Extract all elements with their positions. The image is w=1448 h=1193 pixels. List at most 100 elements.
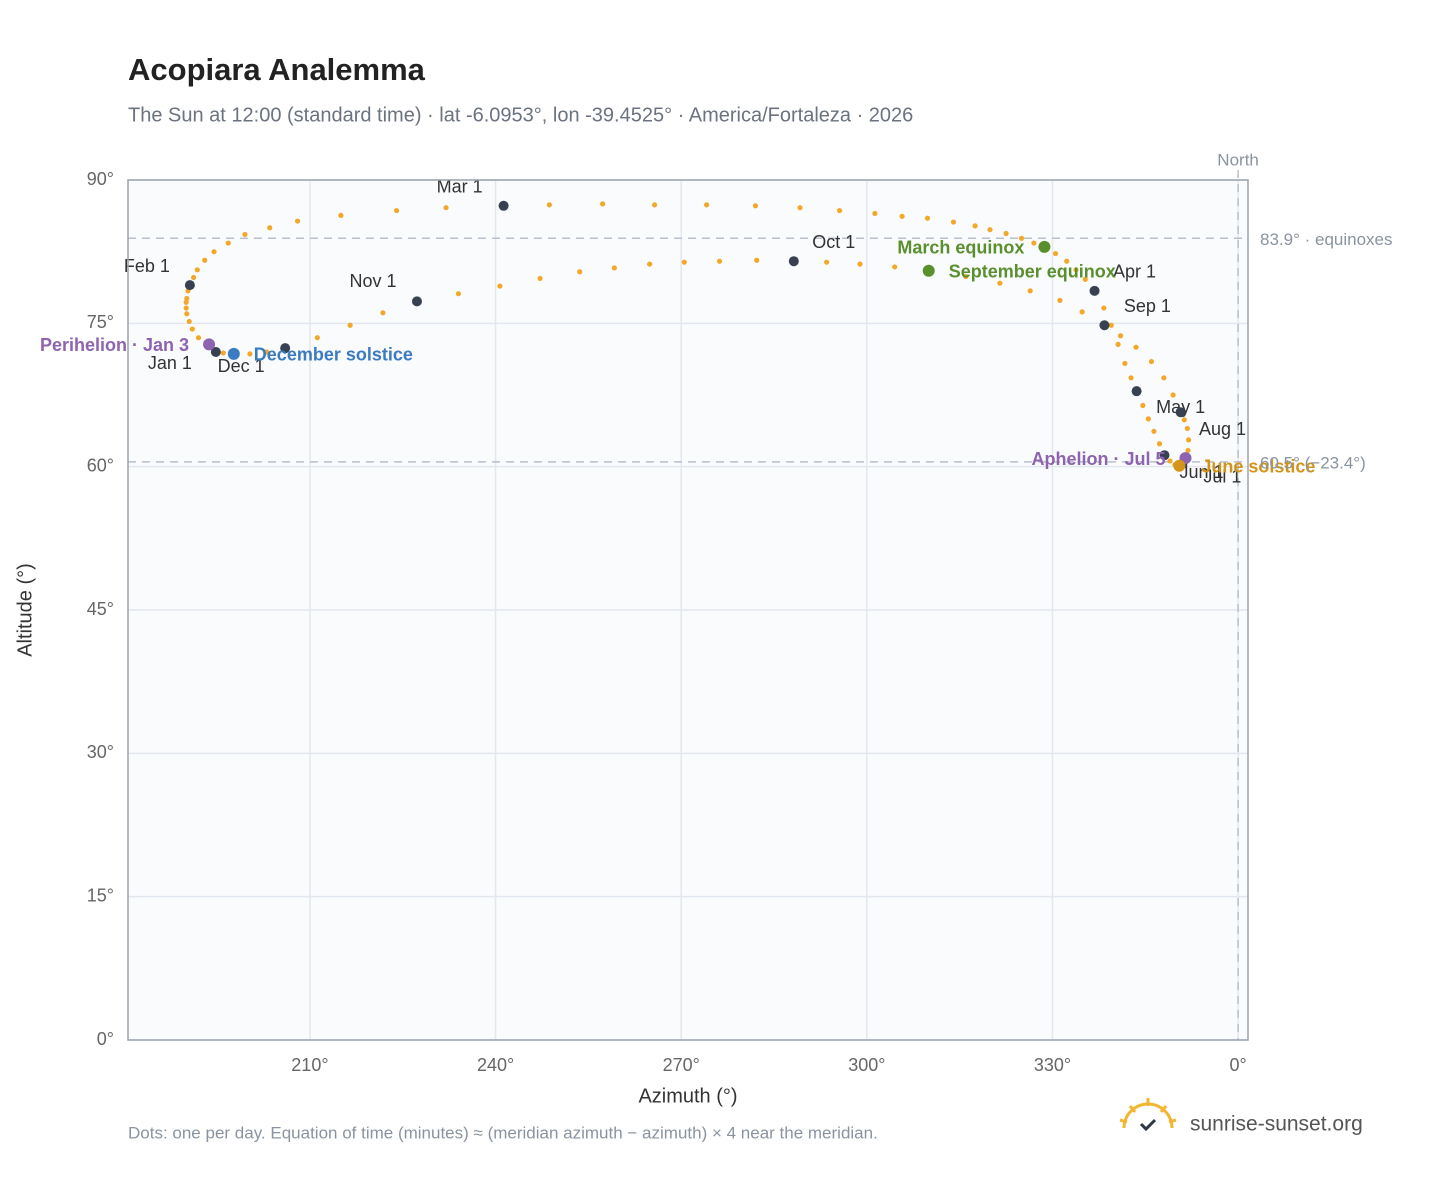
month-label: Sep 1 bbox=[1124, 296, 1171, 316]
day-dot bbox=[264, 349, 270, 355]
event-label: September equinox bbox=[949, 262, 1116, 282]
day-dot bbox=[1079, 309, 1085, 315]
brand: sunrise-sunset.org bbox=[1190, 1113, 1363, 1136]
day-dot bbox=[1170, 392, 1176, 398]
day-dot bbox=[195, 335, 202, 341]
month-label: May 1 bbox=[1156, 397, 1205, 417]
event-marker bbox=[227, 347, 240, 360]
y-tick-label: 0° bbox=[97, 1029, 114, 1049]
event-label: June solstice bbox=[1201, 456, 1315, 476]
month-marker bbox=[210, 347, 221, 357]
day-dot bbox=[190, 274, 197, 281]
month-marker bbox=[280, 343, 291, 354]
day-dot bbox=[1140, 402, 1146, 409]
day-dot bbox=[972, 223, 978, 229]
day-dot bbox=[899, 213, 905, 219]
day-dot bbox=[247, 351, 253, 357]
month-label: Jan 1 bbox=[148, 353, 192, 373]
day-dot bbox=[1117, 333, 1124, 339]
day-dot bbox=[1003, 230, 1009, 237]
day-dot bbox=[380, 310, 386, 316]
day-dot bbox=[716, 258, 723, 264]
day-dot bbox=[1148, 358, 1155, 365]
day-dot bbox=[1185, 447, 1191, 454]
month-label: Jun 1 bbox=[1179, 462, 1223, 482]
month-marker bbox=[498, 200, 509, 211]
day-dot bbox=[338, 212, 344, 218]
day-dot bbox=[752, 203, 759, 209]
day-dot bbox=[797, 205, 803, 211]
day-dot bbox=[1064, 258, 1070, 264]
day-dot bbox=[1167, 458, 1173, 464]
y-tick-label: 75° bbox=[87, 312, 114, 332]
reference-label: 83.9° · equinoxes bbox=[1260, 230, 1393, 249]
x-tick-label: 300° bbox=[848, 1055, 885, 1075]
event-marker bbox=[922, 264, 935, 277]
day-dot bbox=[1185, 437, 1192, 443]
day-dot bbox=[455, 291, 462, 297]
chart-subtitle: The Sun at 12:00 (standard time) · lat -… bbox=[128, 104, 913, 126]
day-dot bbox=[1101, 305, 1107, 311]
day-dot bbox=[184, 295, 190, 302]
day-dot bbox=[194, 267, 200, 273]
day-dot bbox=[857, 261, 863, 267]
brand-logo bbox=[1119, 1098, 1177, 1132]
day-dot bbox=[1128, 375, 1134, 381]
day-dot bbox=[1184, 425, 1190, 432]
day-dot bbox=[1133, 344, 1139, 350]
day-dot bbox=[1052, 250, 1059, 257]
day-dot bbox=[1156, 441, 1163, 447]
x-tick-label: 0° bbox=[1229, 1055, 1246, 1075]
day-dot bbox=[647, 261, 653, 267]
day-dot bbox=[1108, 322, 1114, 328]
day-dot bbox=[1027, 288, 1033, 294]
month-label: Aug 1 bbox=[1199, 419, 1246, 439]
x-tick-label: 210° bbox=[291, 1055, 328, 1075]
day-dot bbox=[924, 215, 931, 221]
event-marker bbox=[1173, 459, 1186, 472]
day-dot bbox=[950, 219, 957, 225]
day-dot bbox=[225, 240, 231, 246]
chart-title: Acopiara Analemma bbox=[128, 52, 426, 87]
day-dot bbox=[1151, 428, 1157, 434]
day-dot bbox=[443, 205, 449, 211]
event-marker bbox=[1038, 240, 1051, 253]
day-dot bbox=[1082, 276, 1088, 282]
day-dot bbox=[347, 322, 353, 328]
event-label: December solstice bbox=[254, 345, 413, 365]
month-marker bbox=[1099, 320, 1110, 331]
day-dot bbox=[1145, 416, 1151, 422]
month-label: Apr 1 bbox=[1113, 262, 1156, 282]
day-dot bbox=[703, 202, 710, 208]
day-dot bbox=[242, 231, 248, 238]
day-dot bbox=[184, 311, 190, 317]
day-dot bbox=[611, 265, 617, 271]
reference-label: 60.5° (−23.4°) bbox=[1260, 453, 1366, 472]
day-dot bbox=[393, 207, 400, 214]
day-dot bbox=[837, 207, 843, 214]
month-marker bbox=[788, 256, 799, 267]
day-dot bbox=[183, 299, 189, 305]
day-dot bbox=[651, 202, 658, 208]
day-dot bbox=[987, 227, 993, 233]
day-dot bbox=[1161, 375, 1167, 381]
day-dot bbox=[824, 259, 830, 265]
day-dot bbox=[1073, 267, 1079, 273]
day-dot bbox=[314, 335, 320, 341]
month-label: Oct 1 bbox=[812, 232, 855, 252]
month-label: Mar 1 bbox=[437, 177, 483, 197]
x-axis-label: Azimuth (°) bbox=[638, 1085, 737, 1107]
plot-border bbox=[127, 179, 1249, 1041]
day-dot bbox=[872, 210, 878, 217]
x-tick-label: 270° bbox=[663, 1055, 700, 1075]
y-tick-label: 15° bbox=[87, 885, 114, 905]
x-tick-label: 240° bbox=[477, 1055, 514, 1075]
day-dot bbox=[546, 202, 552, 208]
y-axis-label: Altitude (°) bbox=[14, 563, 36, 657]
day-dot bbox=[202, 257, 208, 263]
y-tick-label: 90° bbox=[87, 169, 114, 189]
month-label: Nov 1 bbox=[349, 271, 396, 291]
y-tick-label: 30° bbox=[87, 742, 114, 762]
event-label: March equinox bbox=[897, 238, 1024, 258]
